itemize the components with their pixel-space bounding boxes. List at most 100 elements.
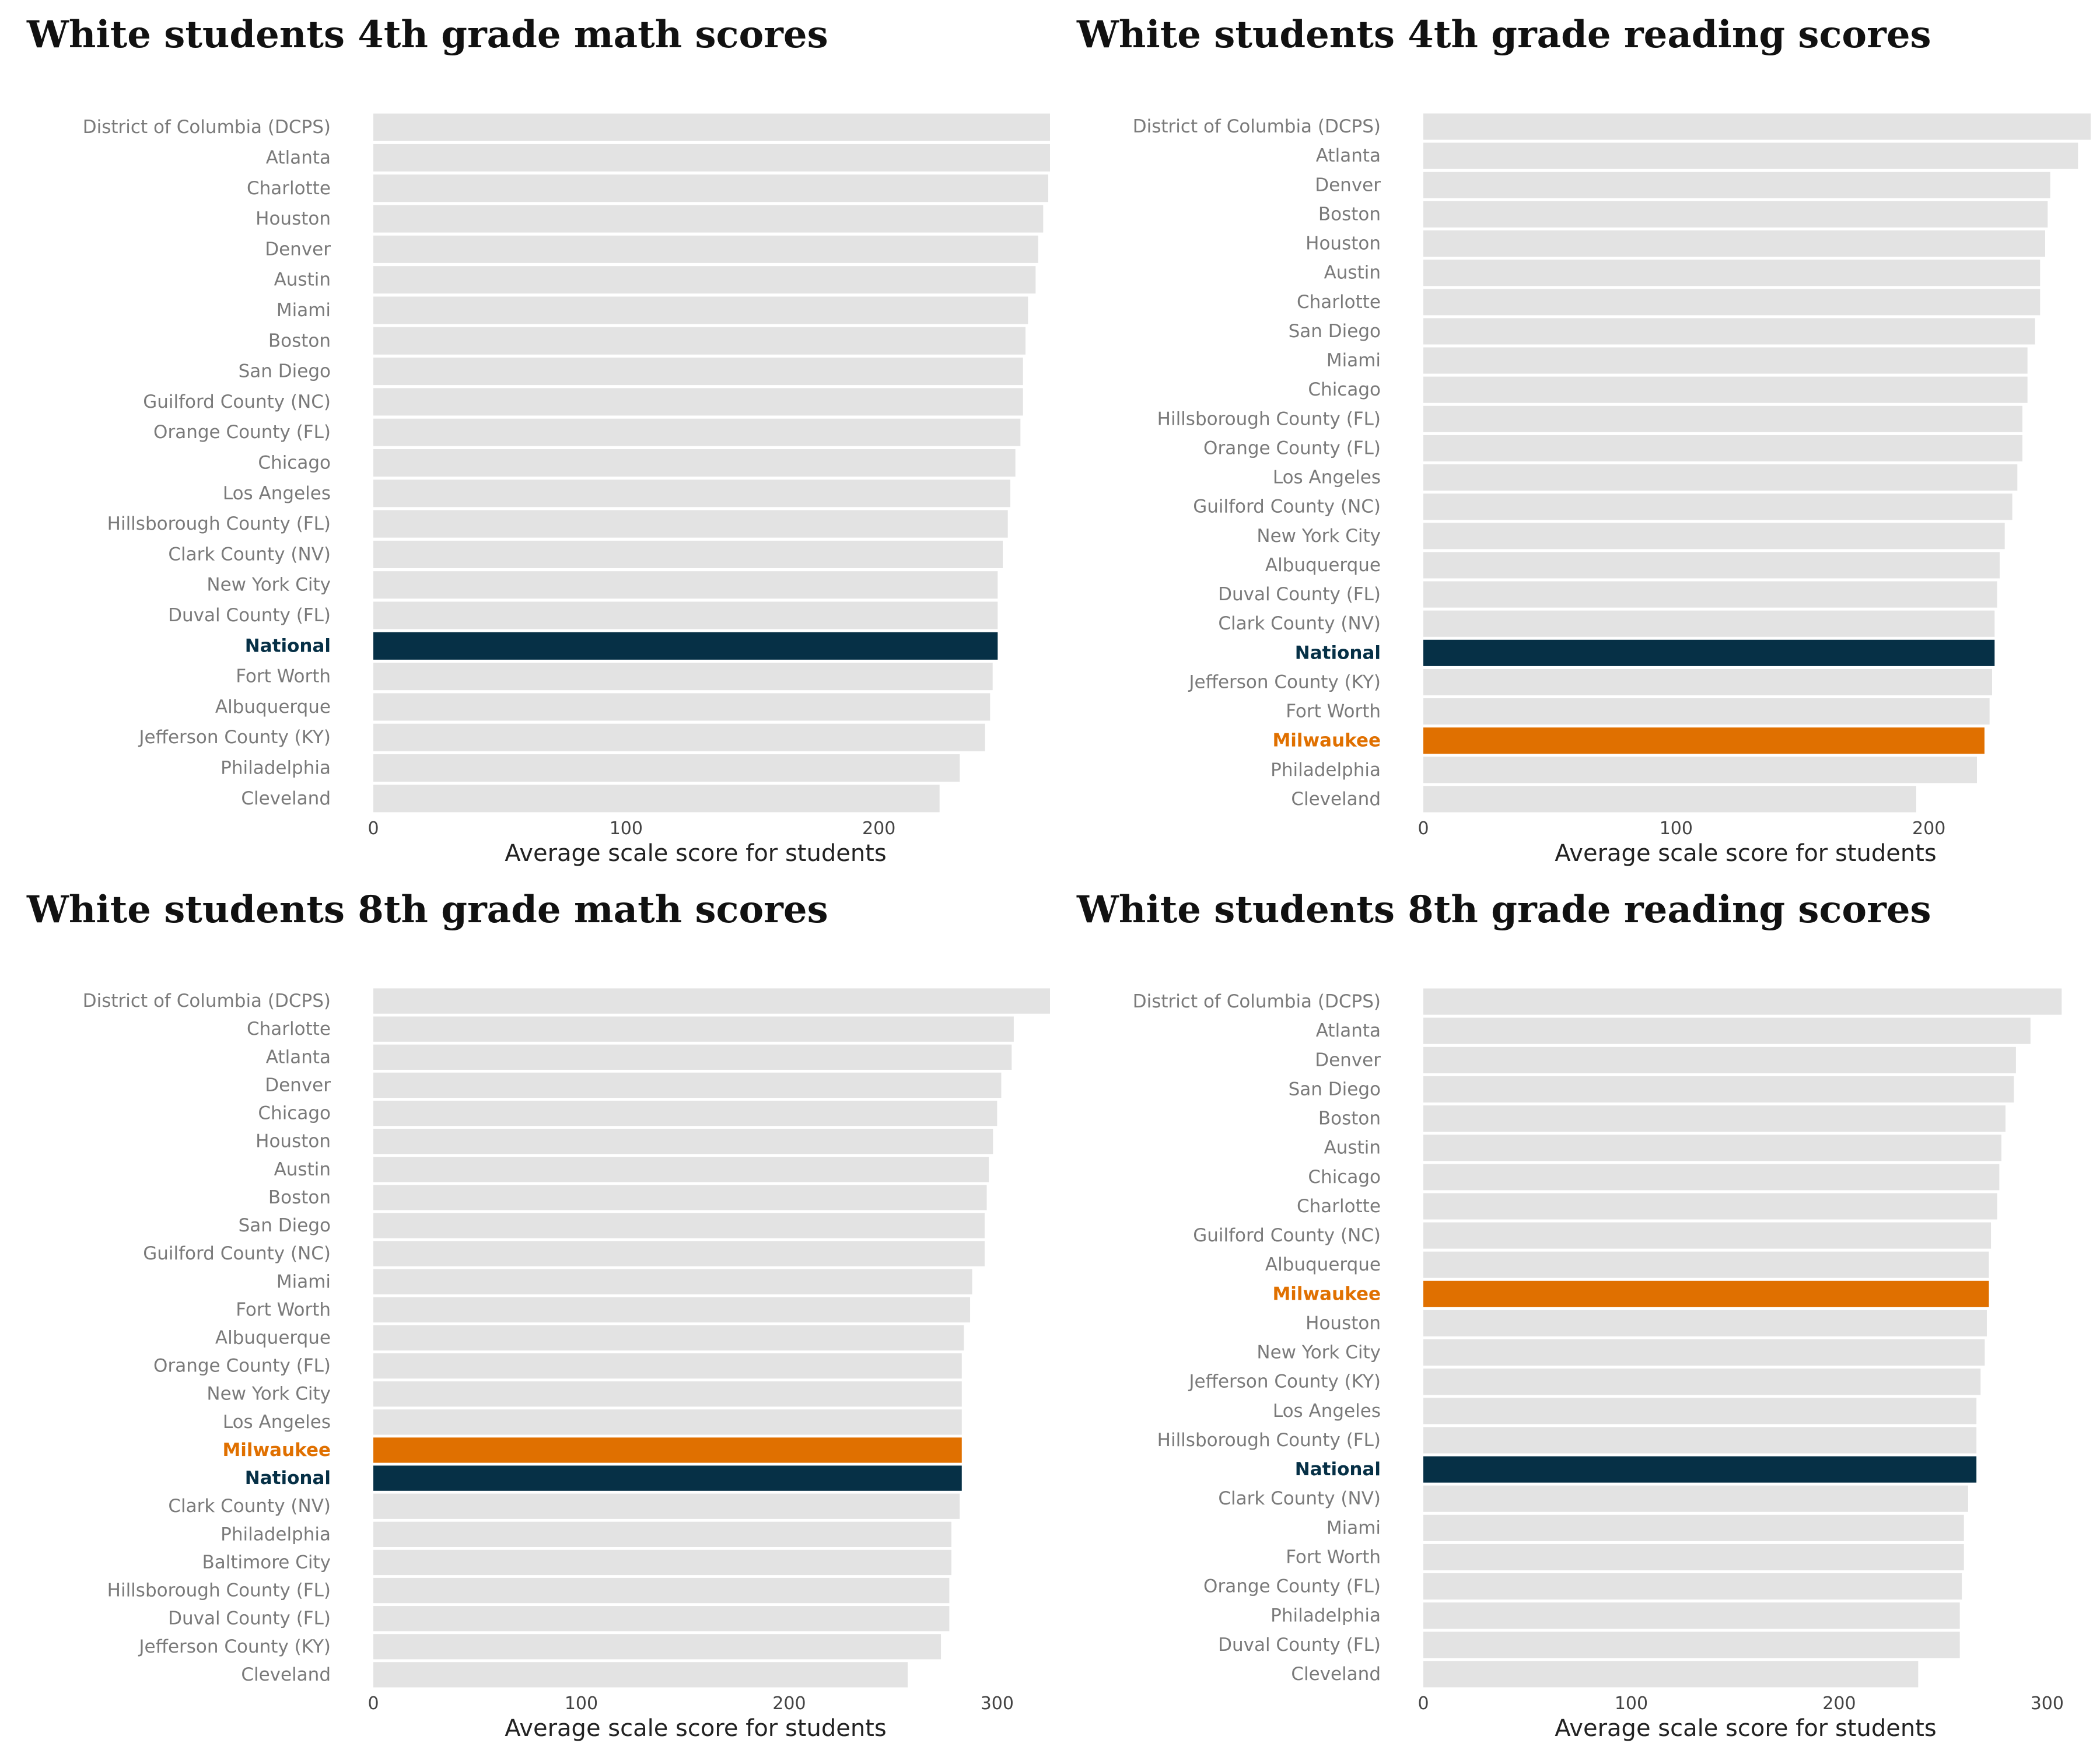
category-label-los-angeles: Los Angeles bbox=[223, 1412, 331, 1433]
category-label-new-york-city: New York City bbox=[206, 1384, 331, 1405]
bar-austin bbox=[373, 266, 1036, 294]
bar-clark-county-nv bbox=[1423, 1485, 1968, 1512]
x-tick-label: 0 bbox=[1418, 818, 1429, 839]
bar-fort-worth bbox=[1423, 698, 1990, 725]
category-label-clark-county-nv: Clark County (NV) bbox=[1218, 1488, 1381, 1509]
x-axis-title: Average scale score for students bbox=[505, 1715, 887, 1742]
bar-san-diego bbox=[373, 358, 1023, 386]
category-label-charlotte: Charlotte bbox=[247, 178, 331, 199]
bar-san-diego bbox=[1423, 1076, 2014, 1102]
category-label-new-york-city: New York City bbox=[1256, 1342, 1381, 1363]
bar-district-of-columbia-dcps bbox=[1423, 988, 2062, 1015]
category-label-philadelphia: Philadelphia bbox=[1270, 1605, 1381, 1626]
bar-albuquerque bbox=[1423, 1251, 1989, 1278]
bar-national bbox=[373, 632, 998, 660]
category-label-boston: Boston bbox=[268, 330, 331, 351]
category-label-philadelphia: Philadelphia bbox=[220, 1524, 331, 1545]
category-label-atlanta: Atlanta bbox=[266, 1046, 331, 1068]
bar-charlotte bbox=[373, 174, 1048, 202]
bar-boston bbox=[373, 1185, 987, 1210]
category-label-district-of-columbia-dcps: District of Columbia (DCPS) bbox=[1133, 991, 1381, 1012]
category-label-cleveland: Cleveland bbox=[241, 1664, 331, 1685]
bar-chicago bbox=[373, 449, 1016, 477]
x-axis-title: Average scale score for students bbox=[505, 840, 887, 867]
category-label-houston: Houston bbox=[1306, 233, 1381, 254]
chart-title: White students 4th grade math scores bbox=[27, 13, 828, 57]
category-label-milwaukee: Milwaukee bbox=[1272, 730, 1381, 751]
bar-atlanta bbox=[373, 1044, 1012, 1070]
category-label-national: National bbox=[245, 1468, 331, 1489]
bar-houston bbox=[373, 205, 1044, 233]
x-tick-label: 100 bbox=[1660, 818, 1693, 839]
bar-orange-county-fl bbox=[1423, 435, 2022, 461]
x-tick-label: 200 bbox=[862, 818, 895, 839]
category-label-national: National bbox=[1295, 1459, 1381, 1480]
bar-duval-county-fl bbox=[373, 1606, 950, 1632]
category-label-fort-worth: Fort Worth bbox=[236, 1299, 331, 1320]
bar-austin bbox=[1423, 260, 2041, 286]
category-label-duval-county-fl: Duval County (FL) bbox=[1218, 584, 1381, 605]
bar-clark-county-nv bbox=[1423, 610, 1995, 637]
bar-chart-8th-math: District of Columbia (DCPS) Charlotte Atla… bbox=[83, 988, 1050, 1714]
category-label-charlotte: Charlotte bbox=[247, 1019, 331, 1040]
bar-milwaukee bbox=[1423, 727, 1985, 754]
bar-district-of-columbia-dcps bbox=[373, 988, 1050, 1014]
bar-jefferson-county-ky bbox=[373, 1634, 942, 1660]
bar-baltimore-city bbox=[373, 1549, 951, 1576]
category-label-los-angeles: Los Angeles bbox=[1273, 467, 1381, 488]
bar-guilford-county-nc bbox=[373, 1241, 985, 1266]
category-label-austin: Austin bbox=[274, 270, 331, 290]
bar-houston bbox=[373, 1129, 993, 1154]
bar-hillsborough-county-fl bbox=[1423, 405, 2022, 432]
category-label-guilford-county-nc: Guilford County (NC) bbox=[143, 1243, 331, 1264]
chart-panel-8th-math: White students 8th grade math scores Dis… bbox=[0, 875, 1050, 1750]
bar-boston bbox=[1423, 201, 2048, 228]
category-label-new-york-city: New York City bbox=[206, 575, 331, 596]
category-label-guilford-county-nc: Guilford County (NC) bbox=[1193, 496, 1381, 517]
chart-panel-4th-math: White students 4th grade math scores Dis… bbox=[0, 0, 1050, 875]
chart-title: White students 4th grade reading scores bbox=[1077, 13, 1931, 57]
bar-fort-worth bbox=[373, 663, 993, 691]
bar-philadelphia bbox=[373, 1521, 951, 1547]
bar-orange-county-fl bbox=[1423, 1573, 1962, 1600]
x-tick-label: 100 bbox=[1615, 1693, 1648, 1714]
category-label-albuquerque: Albuquerque bbox=[215, 1328, 331, 1349]
category-label-los-angeles: Los Angeles bbox=[223, 483, 331, 504]
category-label-denver: Denver bbox=[265, 239, 331, 260]
category-label-chicago: Chicago bbox=[258, 453, 331, 474]
bar-cleveland bbox=[373, 1662, 908, 1688]
bar-jefferson-county-ky bbox=[1423, 668, 1992, 695]
bar-hillsborough-county-fl bbox=[1423, 1427, 1977, 1454]
bar-houston bbox=[1423, 1310, 1987, 1336]
bar-cleveland bbox=[1423, 1661, 1919, 1688]
bar-atlanta bbox=[1423, 142, 2078, 169]
bar-san-diego bbox=[373, 1213, 985, 1238]
category-label-hillsborough-county-fl: Hillsborough County (FL) bbox=[107, 1580, 331, 1601]
category-label-duval-county-fl: Duval County (FL) bbox=[1218, 1634, 1381, 1656]
bar-chicago bbox=[1423, 1164, 2000, 1191]
bar-denver bbox=[373, 235, 1038, 263]
category-label-denver: Denver bbox=[1315, 1049, 1381, 1070]
bar-miami bbox=[373, 1269, 972, 1294]
category-label-chicago: Chicago bbox=[1308, 1167, 1381, 1188]
bar-duval-county-fl bbox=[1423, 581, 1997, 608]
bar-national bbox=[1423, 639, 1995, 666]
bar-guilford-county-nc bbox=[1423, 494, 2013, 520]
bar-chart-4th-math: District of Columbia (DCPS) Atlanta Charlo… bbox=[83, 113, 1050, 839]
x-axis-title: Average scale score for students bbox=[1555, 1715, 1937, 1742]
chart-title: White students 8th grade reading scores bbox=[1077, 888, 1931, 932]
category-label-miami: Miami bbox=[276, 300, 331, 321]
x-tick-label: 0 bbox=[368, 1693, 379, 1714]
category-label-miami: Miami bbox=[1326, 1517, 1381, 1538]
bar-new-york-city bbox=[1423, 1339, 1985, 1366]
category-label-hillsborough-county-fl: Hillsborough County (FL) bbox=[1157, 408, 1381, 429]
bar-guilford-county-nc bbox=[373, 388, 1023, 416]
category-label-albuquerque: Albuquerque bbox=[1265, 555, 1381, 576]
bar-denver bbox=[1423, 1046, 2016, 1073]
category-label-duval-county-fl: Duval County (FL) bbox=[168, 1608, 331, 1629]
x-tick-label: 100 bbox=[565, 1693, 598, 1714]
bar-charlotte bbox=[1423, 1193, 1997, 1220]
category-label-albuquerque: Albuquerque bbox=[1265, 1254, 1381, 1275]
category-label-fort-worth: Fort Worth bbox=[1286, 701, 1381, 722]
bar-orange-county-fl bbox=[373, 418, 1021, 446]
